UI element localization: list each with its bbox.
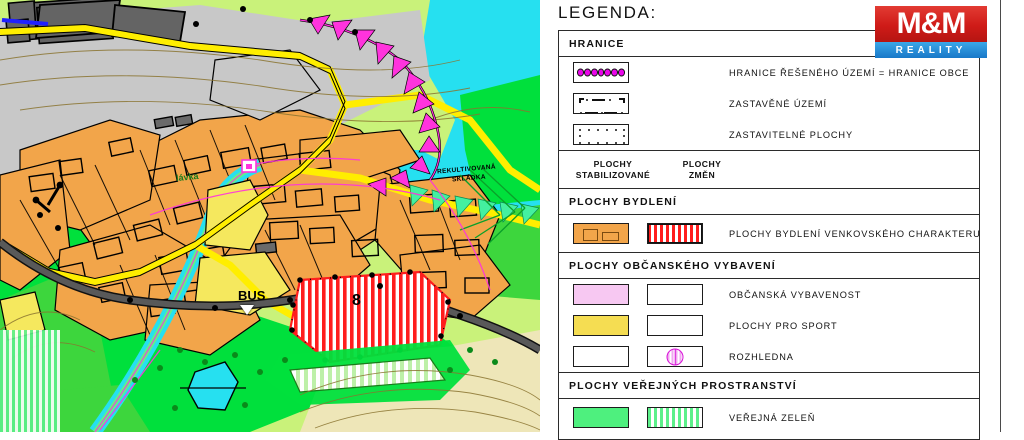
legend-row[interactable]: PLOCHY PRO SPORT <box>559 310 979 341</box>
column-header-changes: PLOCHY ZMĚN <box>682 159 722 180</box>
symbol-lookout-tower-stabilized <box>573 346 629 367</box>
legend-group-verejna-prostranstvi: VEŘEJNÁ ZELEŇ <box>559 399 979 436</box>
legend-table: HRANICE HRANICE ŘEŠENÉHO ÚZEMÍ = HRANICE… <box>558 30 980 440</box>
map-label-bus: BUS <box>238 288 266 303</box>
symbol-developable-areas <box>573 124 629 145</box>
legend-row[interactable]: HRANICE ŘEŠENÉHO ÚZEMÍ = HRANICE OBCE <box>559 57 979 88</box>
map-label-zone-8: 8 <box>352 292 361 309</box>
mm-reality-logo[interactable]: M&M REALITY <box>875 6 987 58</box>
page-border-line <box>1000 0 1002 432</box>
legend-section-header-hranice: HRANICE <box>559 31 979 57</box>
zoning-map[interactable]: lávka REKULTIVOVANÁ SKLÁDKA BUS 8 <box>0 0 540 432</box>
logo-red-block <box>875 6 987 42</box>
legend-section-header-bydleni: PLOCHY BYDLENÍ <box>559 189 979 215</box>
legend-row-label: PLOCHY BYDLENÍ VENKOVSKÉHO CHARAKTERU <box>729 228 981 239</box>
section-title: PLOCHY VEŘEJNÝCH PROSTRANSTVÍ <box>569 379 797 392</box>
symbol-sport-areas-stabilized <box>573 315 629 336</box>
legend-row[interactable]: ZASTAVITELNÉ PLOCHY <box>559 119 979 150</box>
symbol-sport-areas-change <box>647 315 703 336</box>
symbol-built-up-area <box>573 93 629 114</box>
symbol-rural-housing-stabilized <box>573 223 629 244</box>
logo-tagline: REALITY <box>875 42 987 58</box>
legend-panel: LEGENDA: HRANICE HRANICE ŘEŠENÉHO ÚZEMÍ … <box>540 0 1024 440</box>
legend-column-headers: PLOCHY STABILIZOVANÉ PLOCHY ZMĚN <box>559 151 979 189</box>
legend-row[interactable]: ZASTAVĚNÉ ÚZEMÍ <box>559 88 979 119</box>
symbol-lookout-tower-change <box>647 346 703 367</box>
legend-group-obcanske-vybaveni: OBČANSKÁ VYBAVENOST PLOCHY PRO SPORT ROZ… <box>559 279 979 373</box>
symbol-rural-housing-change <box>647 223 703 244</box>
legend-row-label: OBČANSKÁ VYBAVENOST <box>729 289 862 300</box>
section-title: PLOCHY BYDLENÍ <box>569 195 677 208</box>
legend-group-hranice: HRANICE ŘEŠENÉHO ÚZEMÍ = HRANICE OBCE <box>559 57 979 151</box>
legend-row-label: HRANICE ŘEŠENÉHO ÚZEMÍ = HRANICE OBCE <box>729 67 970 78</box>
legend-section-header-obcanske-vybaveni: PLOCHY OBČANSKÉHO VYBAVENÍ <box>559 253 979 279</box>
legend-row-label: ROZHLEDNA <box>729 351 794 362</box>
symbol-civic-amenities-change <box>647 284 703 305</box>
logo-brand-name: M&M <box>896 7 967 40</box>
map-canvas <box>0 0 540 432</box>
section-title: HRANICE <box>569 37 625 50</box>
legend-row-label: ZASTAVĚNÉ ÚZEMÍ <box>729 98 827 109</box>
symbol-public-greenery-stabilized <box>573 407 629 428</box>
symbol-boundary-dots <box>573 62 629 83</box>
symbol-public-greenery-change <box>647 407 703 428</box>
legend-row-label: ZASTAVITELNÉ PLOCHY <box>729 129 853 140</box>
bus-stop-marker <box>240 305 254 315</box>
legend-row-label: VEŘEJNÁ ZELEŇ <box>729 412 816 423</box>
legend-row-label: PLOCHY PRO SPORT <box>729 320 838 331</box>
section-title: PLOCHY OBČANSKÉHO VYBAVENÍ <box>569 259 776 272</box>
legend-row[interactable]: OBČANSKÁ VYBAVENOST <box>559 279 979 310</box>
legend-section-header-verejna-prostranstvi: PLOCHY VEŘEJNÝCH PROSTRANSTVÍ <box>559 373 979 399</box>
legend-title: LEGENDA: <box>558 3 657 22</box>
legend-row[interactable]: PLOCHY BYDLENÍ VENKOVSKÉHO CHARAKTERU <box>559 215 981 252</box>
symbol-civic-amenities-stabilized <box>573 284 629 305</box>
legend-group-bydleni: PLOCHY BYDLENÍ VENKOVSKÉHO CHARAKTERU <box>559 215 981 253</box>
legend-row[interactable]: VEŘEJNÁ ZELEŇ <box>559 399 979 436</box>
column-header-stabilized: PLOCHY STABILIZOVANÉ <box>575 159 651 180</box>
legend-row[interactable]: ROZHLEDNA <box>559 341 979 372</box>
